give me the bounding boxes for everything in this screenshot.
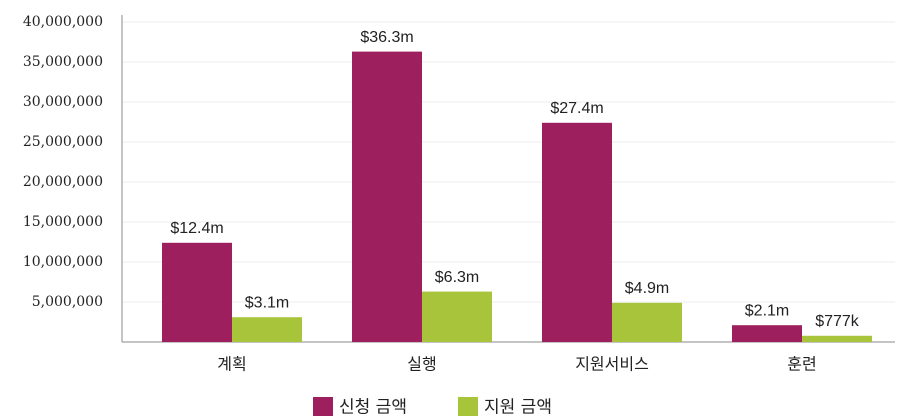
- y-tick-label: 30,000,000: [23, 94, 103, 110]
- bar: [422, 291, 492, 342]
- bar: [232, 317, 302, 342]
- y-tick-label: 15,000,000: [23, 214, 103, 230]
- bar: [352, 51, 422, 342]
- y-tick-label: 25,000,000: [23, 134, 103, 150]
- value-label: $2.1m: [745, 302, 789, 319]
- y-tick-label: 20,000,000: [23, 174, 103, 190]
- legend-label: 지원 금액: [484, 398, 552, 416]
- value-label: $27.4m: [550, 100, 603, 117]
- value-label: $4.9m: [625, 280, 669, 297]
- x-tick-label: 훈련: [787, 355, 816, 374]
- value-label: $6.3m: [435, 269, 479, 286]
- bar: [542, 122, 612, 342]
- bar: [732, 325, 802, 342]
- value-label: $777k: [815, 313, 860, 330]
- x-tick-label: 실행: [407, 355, 436, 374]
- y-tick-label: 10,000,000: [23, 254, 103, 270]
- y-tick-label: 35,000,000: [23, 54, 103, 70]
- value-label: $3.1m: [245, 294, 289, 311]
- x-tick-label: 지원서비스: [575, 355, 649, 374]
- bar: [162, 242, 232, 342]
- bar: [802, 335, 872, 342]
- legend-label: 신청 금액: [339, 398, 407, 416]
- value-label: $36.3m: [360, 29, 413, 46]
- value-label: $12.4m: [170, 220, 223, 237]
- bar: [612, 302, 682, 342]
- y-tick-label: 40,000,000: [23, 14, 103, 30]
- legend-swatch: [313, 397, 333, 416]
- y-tick-label: 5,000,000: [32, 294, 103, 310]
- x-tick-label: 계획: [217, 355, 246, 374]
- legend-swatch: [458, 397, 478, 416]
